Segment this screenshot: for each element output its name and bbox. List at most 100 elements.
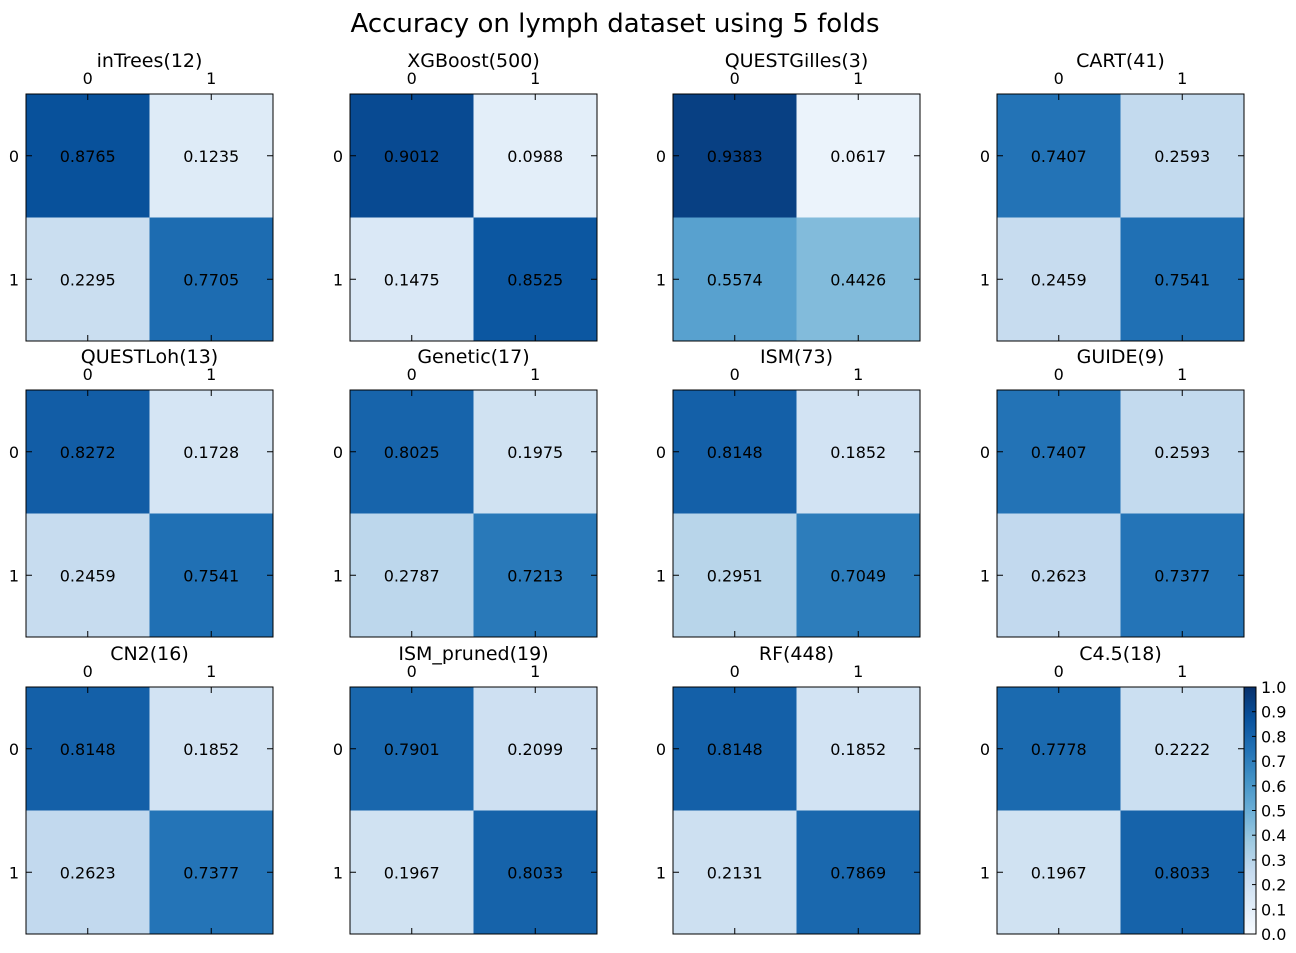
y-tick-label: 0 (980, 147, 990, 166)
y-tick-label: 0 (333, 443, 343, 462)
y-tick-label: 1 (980, 566, 990, 585)
cell-value-label: 0.7901 (384, 740, 440, 759)
matrix-cell (673, 513, 797, 637)
x-tick-label: 1 (206, 69, 216, 88)
cell-value-label: 0.1852 (830, 740, 886, 759)
cell-value-label: 0.0988 (507, 147, 563, 166)
matrix-panel: 0 0 1 1 GUIDE(9) 0.7407 0.2593 0.2623 0.7377 (980, 346, 1245, 638)
axes-frame (996, 93, 1245, 342)
x-tick-label: 1 (530, 365, 540, 384)
x-tick-label: 0 (83, 662, 93, 681)
cell-value-label: 0.8148 (60, 740, 116, 759)
matrix-cell (673, 94, 797, 218)
cell-value-label: 0.7407 (1031, 147, 1087, 166)
y-tick-label: 0 (333, 740, 343, 759)
cell-value-label: 0.2787 (384, 566, 440, 585)
y-tick-label: 0 (656, 443, 666, 462)
cell-value-label: 0.7213 (507, 566, 563, 585)
matrix-cell (350, 810, 474, 934)
matrix-title: QUESTLoh(13) (81, 346, 218, 368)
matrix-cell (473, 94, 597, 218)
axes-frame (672, 389, 921, 638)
cell-value-label: 0.4426 (830, 270, 886, 289)
axes-frame (349, 93, 598, 342)
cell-value-label: 0.2295 (60, 270, 116, 289)
matrix-cell (673, 810, 797, 934)
cell-value-label: 0.9383 (707, 147, 763, 166)
cell-value-label: 0.2099 (507, 740, 563, 759)
x-tick-label: 1 (206, 365, 216, 384)
cell-value-label: 0.2222 (1154, 740, 1210, 759)
cell-value-label: 0.0617 (830, 147, 886, 166)
matrix-cell (673, 390, 797, 514)
matrix-panel: 0 0 1 1 C4.5(18) 0.7778 0.2222 0.1967 0.8033 (980, 643, 1245, 935)
cell-value-label: 0.2623 (1031, 566, 1087, 585)
matrix-title: Genetic(17) (417, 346, 529, 368)
cell-value-label: 0.2459 (1031, 270, 1087, 289)
x-tick-label: 1 (853, 662, 863, 681)
matrix-cell (997, 687, 1121, 811)
x-tick-label: 0 (730, 69, 740, 88)
matrix-title: RF(448) (759, 643, 834, 665)
axes-frame (25, 93, 274, 342)
matrix-cell (796, 687, 920, 811)
colorbar-tick-label: 0.6 (1261, 777, 1286, 796)
y-tick-label: 0 (656, 740, 666, 759)
cell-value-label: 0.1975 (507, 443, 563, 462)
colorbar: 0.0 0.1 0.2 0.3 0.4 0.5 0.6 0.7 0.8 0.9 1.0 (1243, 678, 1286, 944)
matrix-cell (149, 94, 273, 218)
matrix-title: CN2(16) (110, 643, 189, 665)
matrix-cell (997, 513, 1121, 637)
matrix-cell (26, 513, 150, 637)
matrix-cell (350, 217, 474, 341)
matrix-cell (1120, 217, 1244, 341)
x-tick-label: 1 (1177, 365, 1187, 384)
x-tick-label: 1 (206, 662, 216, 681)
y-tick-label: 0 (333, 147, 343, 166)
cell-value-label: 0.7541 (1154, 270, 1210, 289)
y-tick-label: 1 (333, 270, 343, 289)
y-tick-label: 1 (333, 863, 343, 882)
cell-value-label: 0.8525 (507, 270, 563, 289)
matrix-cell (473, 390, 597, 514)
y-tick-label: 1 (980, 270, 990, 289)
y-tick-label: 0 (9, 147, 19, 166)
matrix-cell (149, 810, 273, 934)
matrix-cell (796, 810, 920, 934)
axes-frame (349, 389, 598, 638)
x-tick-label: 0 (1054, 69, 1064, 88)
cell-value-label: 0.2593 (1154, 147, 1210, 166)
y-tick-label: 1 (656, 270, 666, 289)
matrix-cell (473, 217, 597, 341)
axes-frame (672, 93, 921, 342)
cell-value-label: 0.7407 (1031, 443, 1087, 462)
colorbar-tick-label: 0.1 (1261, 900, 1286, 919)
y-tick-label: 0 (656, 147, 666, 166)
cell-value-label: 0.7541 (183, 566, 239, 585)
y-tick-label: 1 (9, 863, 19, 882)
matrix-cell (1120, 687, 1244, 811)
y-tick-label: 1 (980, 863, 990, 882)
cell-value-label: 0.8148 (707, 443, 763, 462)
cell-value-label: 0.1852 (183, 740, 239, 759)
figure-title: Accuracy on lymph dataset using 5 folds (350, 9, 879, 39)
matrix-cell (149, 217, 273, 341)
cell-value-label: 0.8033 (507, 863, 563, 882)
y-tick-label: 0 (9, 740, 19, 759)
y-tick-label: 1 (9, 566, 19, 585)
matrix-cell (350, 390, 474, 514)
x-tick-label: 0 (407, 662, 417, 681)
x-tick-label: 0 (407, 69, 417, 88)
colorbar-tick-label: 0.4 (1261, 826, 1286, 845)
cell-value-label: 0.2623 (60, 863, 116, 882)
cell-value-label: 0.8025 (384, 443, 440, 462)
matrix-title: CART(41) (1076, 50, 1165, 72)
axes-frame (25, 389, 274, 638)
colorbar-tick-label: 0.7 (1261, 752, 1286, 771)
colorbar-tick-label: 0.3 (1261, 851, 1286, 870)
x-tick-label: 0 (1054, 365, 1064, 384)
